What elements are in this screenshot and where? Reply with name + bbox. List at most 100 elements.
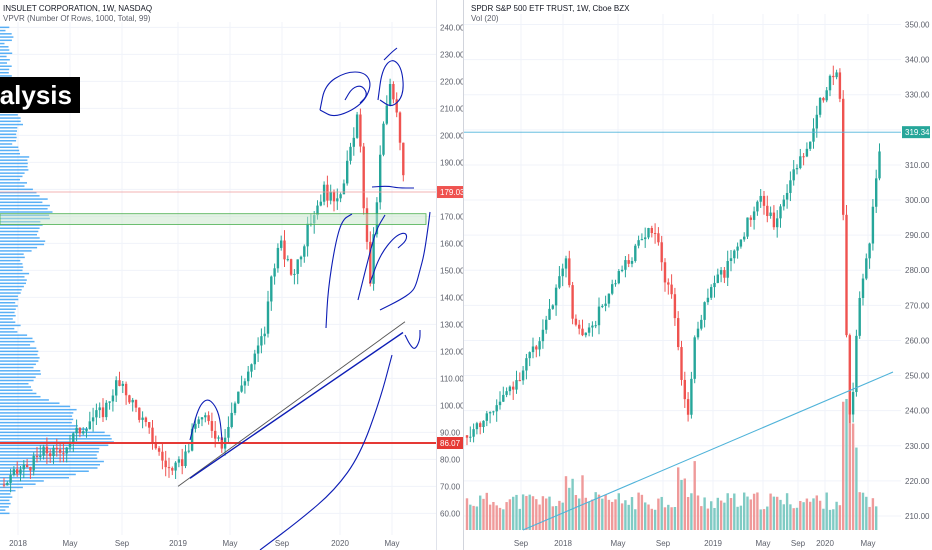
volume-bar	[587, 501, 591, 530]
freehand-drawings	[189, 47, 431, 550]
volume-profile-bar	[0, 169, 29, 171]
volume-profile-bar	[0, 224, 43, 226]
left-candle-body	[365, 208, 369, 242]
volume-bar	[647, 504, 650, 530]
volume-profile-bar	[0, 370, 41, 372]
left-chart-header: INSULET CORPORATION, 1W, NASDAQ VPVR (Nu…	[3, 4, 152, 24]
volume-bar	[766, 506, 769, 530]
volume-bar	[653, 509, 657, 530]
volume-bar	[518, 508, 521, 530]
volume-bar	[617, 493, 620, 530]
right-candle-body	[825, 90, 828, 101]
left-candle-body	[270, 276, 273, 302]
volume-profile-bar	[0, 353, 38, 356]
left-candle-body	[190, 428, 194, 451]
volume-bar	[492, 501, 495, 530]
volume-profile-bar	[0, 499, 10, 502]
right-chart-indicator[interactable]: Vol (20)	[471, 14, 499, 23]
left-candle-body	[161, 451, 164, 461]
left-last-price-bg	[437, 186, 463, 199]
left-candle-body	[227, 426, 230, 438]
volume-bar	[568, 487, 571, 530]
volume-profile-bar	[0, 237, 40, 239]
left-candle-body	[138, 407, 141, 420]
left-candle-body	[29, 466, 32, 471]
volume-bar	[581, 475, 584, 530]
right-candle-body	[785, 192, 789, 200]
right-candle-body	[620, 269, 624, 272]
volume-profile-bar	[0, 55, 7, 58]
left-candle-body	[230, 412, 233, 427]
left-candle-body	[339, 194, 342, 199]
volume-bars	[465, 398, 878, 530]
volume-profile-bar	[0, 42, 5, 45]
volume-profile-bar	[0, 314, 16, 317]
right-candle-body	[743, 236, 746, 240]
left-candle-body	[385, 105, 388, 124]
volume-profile-bar	[0, 444, 109, 447]
left-chart-title[interactable]: INSULET CORPORATION, 1W, NASDAQ	[3, 4, 153, 13]
volume-bar	[723, 502, 726, 530]
right-candle-body	[706, 297, 710, 303]
volume-bar	[469, 504, 472, 530]
volume-bar	[620, 503, 624, 530]
freehand-stroke	[325, 213, 353, 329]
volume-bar	[848, 400, 851, 530]
volume-bar	[591, 499, 594, 530]
right-candle-body	[756, 201, 759, 212]
right-candle-body	[802, 156, 805, 158]
left-candle-body	[346, 160, 349, 184]
volume-bar	[650, 508, 653, 530]
left-candle-body	[124, 383, 128, 396]
volume-profile-bar	[0, 431, 105, 434]
volume-profile-bar	[0, 305, 18, 307]
right-candle-body	[568, 258, 571, 286]
volume-bar	[574, 495, 578, 530]
left-candle-body	[91, 417, 95, 422]
left-candle-body	[276, 247, 280, 269]
left-candle-body	[151, 427, 154, 443]
volume-bar	[538, 504, 541, 530]
right-price-tick: 260.00	[905, 336, 930, 345]
volume-profile-bar	[0, 178, 20, 181]
insulet-chart-pane[interactable]: 240.00230.00220.00210.00200.00190.00180.…	[0, 0, 463, 550]
right-candle-body	[551, 305, 554, 309]
left-candle-body	[78, 427, 82, 434]
volume-bar	[475, 506, 479, 530]
spy-chart-pane[interactable]: 350.00340.00330.00320.00310.00300.00290.…	[463, 0, 932, 550]
left-candle-body	[154, 442, 157, 449]
volume-bar	[531, 496, 535, 530]
right-candle-body	[878, 151, 881, 179]
volume-profile-bar	[0, 434, 111, 437]
left-candle-body	[200, 417, 204, 420]
right-time-tick: Sep	[514, 539, 529, 548]
right-candle-body	[574, 318, 578, 325]
left-candle-body	[75, 427, 78, 434]
volume-bar	[614, 499, 617, 530]
volume-bar	[525, 495, 528, 530]
volume-bar	[703, 497, 706, 530]
volume-bar	[710, 501, 713, 530]
volume-bar	[785, 493, 789, 530]
right-candle-body	[832, 75, 835, 78]
left-candle-body	[247, 371, 250, 382]
right-candle-body	[805, 148, 809, 157]
freehand-stroke	[404, 330, 421, 349]
right-candle-body	[479, 423, 482, 428]
pane-divider[interactable]	[463, 0, 464, 550]
right-time-tick: Sep	[791, 539, 806, 548]
left-chart-indicator[interactable]: VPVR (Number Of Rows, 1000, Total, 99)	[3, 14, 151, 23]
right-candle-body	[851, 392, 855, 415]
volume-profile-bar	[0, 269, 23, 272]
volume-profile-bar	[0, 230, 39, 233]
volume-profile-bar	[0, 454, 97, 456]
volume-profile-bar	[0, 483, 36, 485]
right-chart-title[interactable]: SPDR S&P 500 ETF TRUST, 1W, Cboe BZX	[471, 4, 630, 13]
left-candle-body	[253, 353, 256, 365]
left-price-tick: 130.00	[440, 320, 463, 329]
left-price-tick: 160.00	[440, 239, 463, 248]
left-price-tick: 120.00	[440, 347, 463, 356]
right-candle-body	[515, 380, 518, 390]
volume-bar	[611, 501, 614, 530]
volume-profile-bar	[0, 379, 34, 382]
